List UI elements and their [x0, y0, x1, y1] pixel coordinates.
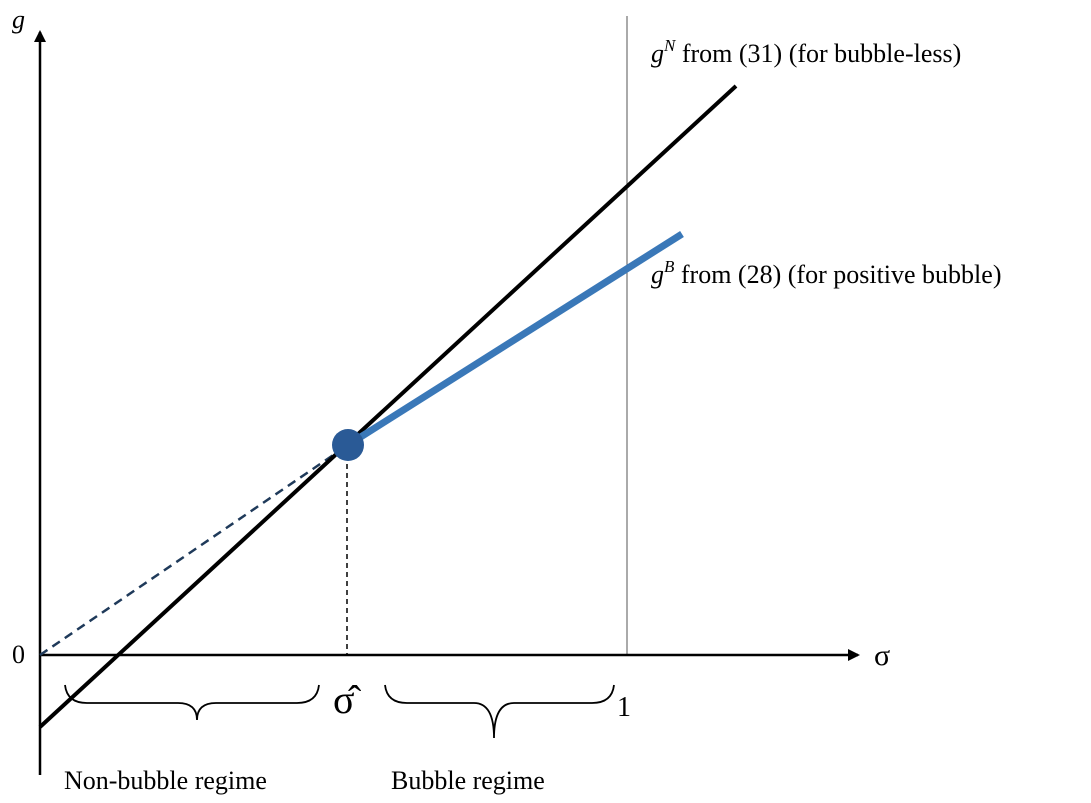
bubble-regime-brace — [384, 684, 615, 739]
sigma-one-label: 1 — [617, 692, 631, 723]
non-bubble-regime-label: Non-bubble regime — [64, 766, 267, 795]
y-axis-label: g — [12, 5, 25, 34]
gB-dashed-extension — [39, 443, 349, 657]
bubble-regime-label: Bubble regime — [391, 766, 545, 795]
gB-curve-label: gB from (28) (for positive bubble) — [651, 257, 1001, 289]
x-axis-label: σ — [874, 639, 890, 672]
non-bubble-regime-brace — [64, 684, 320, 721]
gB-line — [346, 231, 684, 448]
threshold-point — [332, 429, 364, 461]
threshold-label: σ̂ — [333, 677, 362, 722]
gN-curve-label: gN from (31) (for bubble-less) — [651, 36, 961, 68]
origin-label: 0 — [12, 640, 25, 669]
gN-line — [38, 84, 738, 729]
